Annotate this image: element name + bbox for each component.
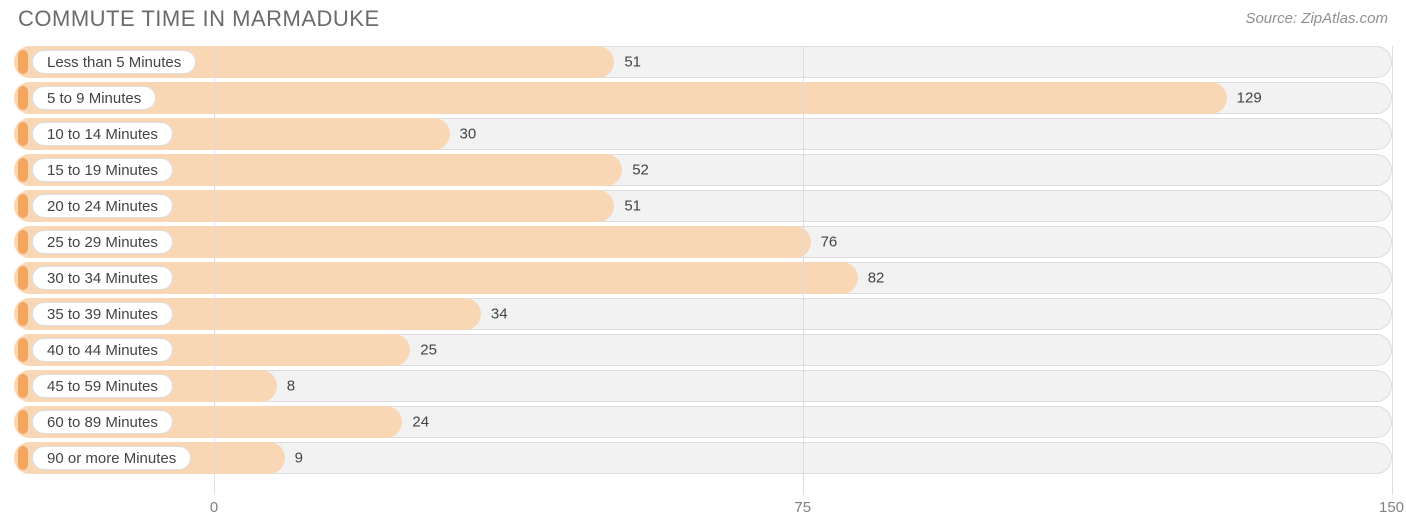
bar-row: 35 to 39 Minutes 34 [14,298,1392,330]
chart-container: COMMUTE TIME IN MARMADUKE Source: ZipAtl… [0,0,1406,523]
bar-cap [18,50,28,74]
category-label: 35 to 39 Minutes [47,306,158,323]
bar-cap [18,446,28,470]
category-label: 45 to 59 Minutes [47,378,158,395]
value-label: 51 [624,198,641,215]
category-pill: 40 to 44 Minutes [32,338,173,362]
value-label: 24 [412,414,429,431]
value-label: 82 [868,270,885,287]
category-label: 90 or more Minutes [47,450,176,467]
category-pill: Less than 5 Minutes [32,50,196,74]
bar-row: 40 to 44 Minutes 25 [14,334,1392,366]
gridline [803,46,804,495]
bar-cap [18,302,28,326]
value-label: 52 [632,162,649,179]
bar-cap [18,410,28,434]
source-label: Source: ZipAtlas.com [1245,10,1388,27]
bar-row: 5 to 9 Minutes 129 [14,82,1392,114]
category-label: 5 to 9 Minutes [47,90,141,107]
category-label: 15 to 19 Minutes [47,162,158,179]
value-label: 34 [491,306,508,323]
category-pill: 20 to 24 Minutes [32,194,173,218]
x-axis: 075150 [14,499,1392,519]
bar-cap [18,338,28,362]
bar-row: 90 or more Minutes 9 [14,442,1392,474]
bar-fill [14,82,1227,114]
category-pill: 30 to 34 Minutes [32,266,173,290]
bar-cap [18,86,28,110]
category-pill: 90 or more Minutes [32,446,191,470]
bar-row: 30 to 34 Minutes 82 [14,262,1392,294]
gridline [1392,46,1393,495]
category-pill: 15 to 19 Minutes [32,158,173,182]
value-label: 25 [420,342,437,359]
x-axis-tick: 150 [1379,499,1404,516]
bar-row: 45 to 59 Minutes 8 [14,370,1392,402]
bar-row: 60 to 89 Minutes 24 [14,406,1392,438]
bar-row: 15 to 19 Minutes 52 [14,154,1392,186]
category-pill: 25 to 29 Minutes [32,230,173,254]
gridline [214,46,215,495]
x-axis-tick: 0 [210,499,218,516]
bar-cap [18,230,28,254]
bar-cap [18,374,28,398]
value-label: 129 [1237,90,1262,107]
category-label: 40 to 44 Minutes [47,342,158,359]
bar-row: Less than 5 Minutes 51 [14,46,1392,78]
value-label: 8 [287,378,295,395]
category-pill: 60 to 89 Minutes [32,410,173,434]
category-label: 10 to 14 Minutes [47,126,158,143]
bar-row: 25 to 29 Minutes 76 [14,226,1392,258]
bar-cap [18,158,28,182]
category-pill: 45 to 59 Minutes [32,374,173,398]
x-axis-tick: 75 [794,499,811,516]
value-label: 76 [821,234,838,251]
category-label: 30 to 34 Minutes [47,270,158,287]
bar-chart: Less than 5 Minutes 51 5 to 9 Minutes 129 10… [14,46,1392,495]
category-label: Less than 5 Minutes [47,54,181,71]
bar-row: 20 to 24 Minutes 51 [14,190,1392,222]
value-label: 9 [295,450,303,467]
bar-cap [18,194,28,218]
chart-title: COMMUTE TIME IN MARMADUKE [18,6,380,32]
bar-cap [18,266,28,290]
category-label: 25 to 29 Minutes [47,234,158,251]
bar-row: 10 to 14 Minutes 30 [14,118,1392,150]
bar-cap [18,122,28,146]
category-label: 20 to 24 Minutes [47,198,158,215]
category-pill: 35 to 39 Minutes [32,302,173,326]
value-label: 51 [624,54,641,71]
category-label: 60 to 89 Minutes [47,414,158,431]
category-pill: 10 to 14 Minutes [32,122,173,146]
value-label: 30 [460,126,477,143]
category-pill: 5 to 9 Minutes [32,86,156,110]
